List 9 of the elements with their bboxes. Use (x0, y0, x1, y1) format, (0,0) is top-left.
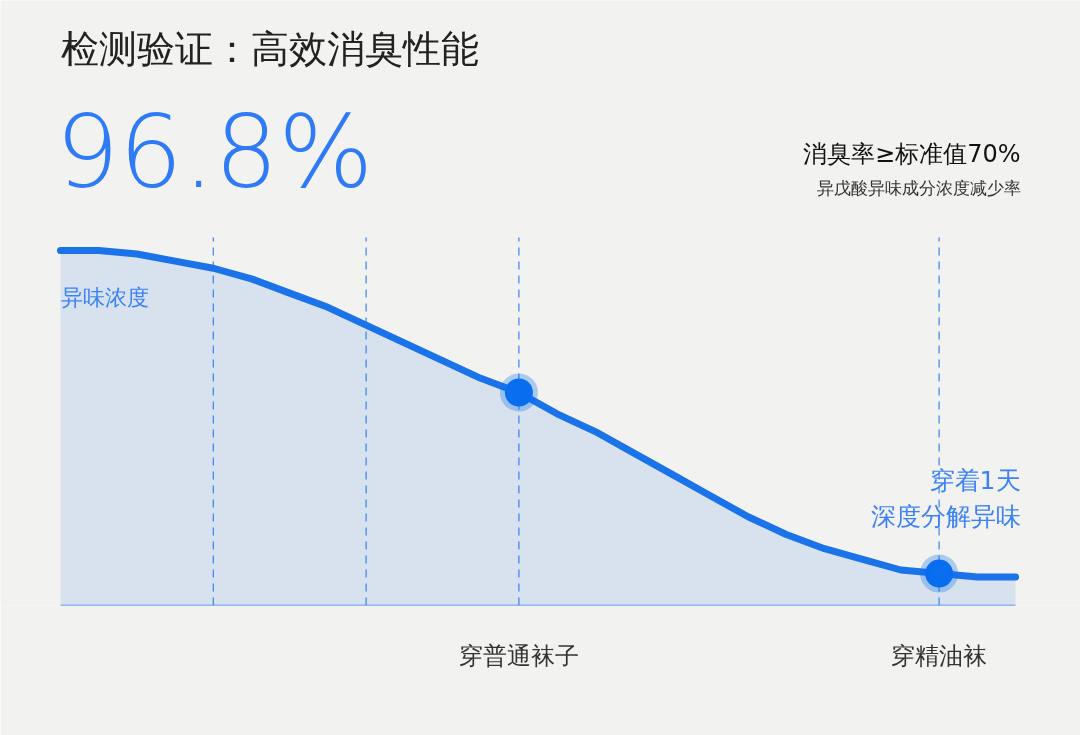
x-tick-label: 穿精油袜 (891, 641, 988, 670)
chart-title: 检测验证：高效消臭性能 (60, 26, 479, 71)
annotation: 深度分解异味 (870, 502, 1021, 531)
text: 96.8% (55, 94, 374, 211)
annotation: 穿着1天 (929, 466, 1021, 495)
text: 消臭率≥标准值70% (803, 139, 1021, 168)
text: 异戊酸异味成分浓度减少率 (816, 177, 1021, 198)
annotation: 异味浓度 (60, 285, 149, 310)
x-tick-label: 穿普通袜子 (458, 641, 579, 670)
